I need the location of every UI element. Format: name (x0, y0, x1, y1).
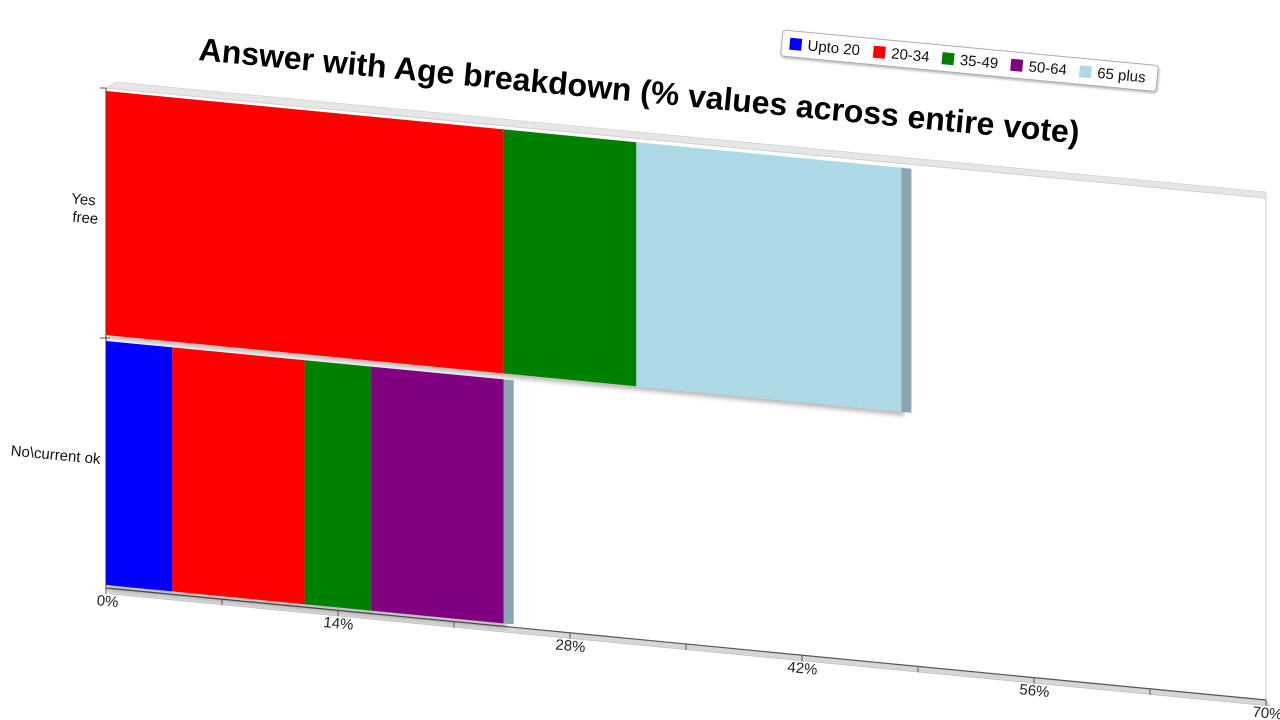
legend-label-50-64: 50-64 (1028, 58, 1068, 79)
x-tick-label: 42% (787, 659, 819, 679)
bar-segment-35-49 (503, 129, 637, 387)
top-wall (105, 81, 1267, 199)
legend-swatch-20-34 (872, 45, 886, 59)
bar-segment-upto-20 (106, 341, 173, 592)
x-tick-label: 0% (96, 592, 119, 611)
legend-label-35-49: 35-49 (959, 52, 999, 73)
category-labels: Yes free No\current ok (10, 190, 102, 468)
bar-segment-65-plus (636, 142, 902, 412)
bar-segment-20-34 (106, 91, 504, 374)
legend-swatch-upto-20 (789, 37, 803, 51)
x-tick-label: 56% (1019, 681, 1051, 701)
category-label-yes-line1: Yes (71, 190, 97, 209)
bar-segment-35-49 (304, 360, 372, 611)
x-axis-ticks: 0% 14% 28% 42% 56% 70% (96, 588, 1280, 720)
x-tick-label: 70% (1252, 704, 1280, 720)
category-label-no: No\current ok (10, 443, 102, 468)
bar-segment-20-34 (172, 347, 305, 605)
legend: Upto 20 20-34 35-49 50-64 65 plus (780, 29, 1159, 92)
bars (106, 91, 912, 625)
legend-swatch-50-64 (1010, 58, 1024, 72)
bar-side-face (901, 167, 912, 413)
legend-swatch-65-plus (1078, 65, 1092, 79)
legend-swatch-35-49 (941, 52, 955, 66)
x-tick-label: 14% (323, 614, 355, 634)
legend-box (780, 29, 1159, 92)
category-label-yes-line2: free (72, 209, 99, 228)
bar-segment-50-64 (371, 366, 504, 624)
legend-label-upto-20: Upto 20 (807, 37, 861, 59)
category-label-yes: Yes free (69, 190, 101, 228)
legend-label-65-plus: 65 plus (1097, 65, 1147, 86)
bar-side-face (503, 379, 514, 625)
x-tick-label: 28% (555, 636, 587, 656)
legend-label-20-34: 20-34 (890, 45, 930, 66)
